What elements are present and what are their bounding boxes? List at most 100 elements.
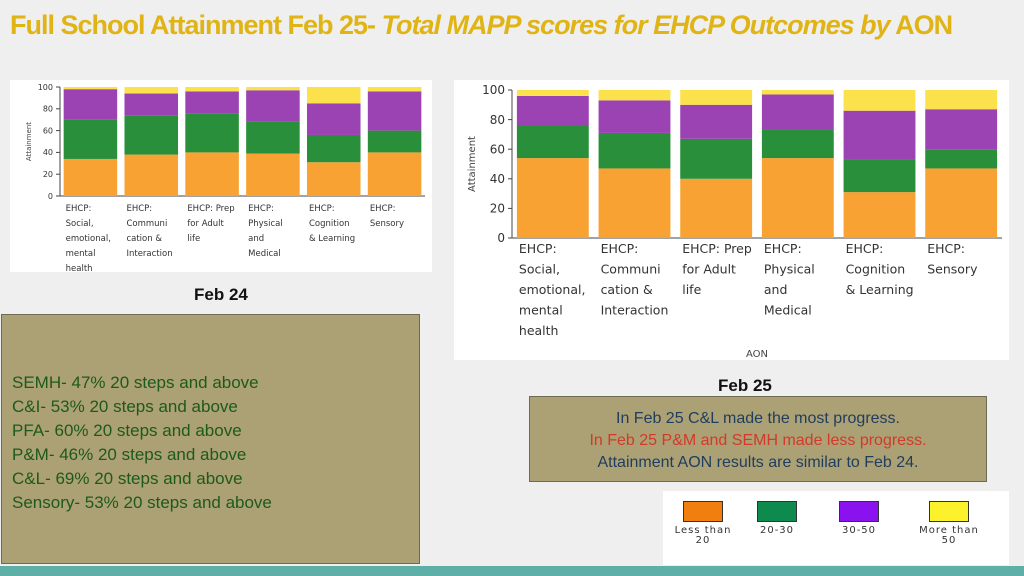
chart-feb24: 0 20 40 60 80 100 EHCP: Social, emotional, mental…	[10, 80, 432, 272]
note-line: In Feb 25 C&L made the most progress.	[616, 410, 900, 427]
legend-swatch	[683, 501, 723, 522]
summary-line: SEMH- 47% 20 steps and above	[12, 373, 259, 392]
caption-feb25: Feb 25	[718, 376, 772, 395]
x-category-label: EHCP: Sensory	[927, 241, 978, 277]
legend-item: 30-50	[824, 501, 894, 536]
bar-segment	[598, 168, 671, 238]
bar-segment	[306, 162, 361, 196]
x-category-label-line: & Learning	[846, 282, 914, 297]
note-line: In Feb 25 P&M and SEMH made less progres…	[589, 432, 927, 449]
bar-segment	[843, 90, 916, 111]
y-tick-label: 60	[43, 126, 53, 135]
bar-segment	[124, 93, 179, 116]
x-category-label-line: health	[519, 323, 559, 338]
summary-line: P&M- 46% 20 steps and above	[12, 445, 247, 464]
x-category-label-line: Medical	[764, 303, 812, 318]
caption-feb24: Feb 24	[194, 285, 248, 304]
bar-segment	[367, 152, 422, 196]
x-category-label: EHCP: Cognition & Learning	[846, 241, 914, 297]
title-italic: Total MAPP scores for EHCP Outcomes by	[381, 10, 891, 40]
x-category-label-line: cation &	[126, 234, 162, 244]
bar-segment	[925, 109, 998, 150]
bar-segment	[598, 132, 671, 169]
x-category-label-line: Social,	[66, 219, 94, 229]
x-category-label-line: Communi	[601, 262, 661, 277]
x-category-label-line: EHCP:	[370, 204, 396, 214]
x-category-label-line: life	[682, 282, 701, 297]
bar-segment	[306, 103, 361, 135]
x-category-label-line: health	[66, 264, 93, 272]
bar-segment	[598, 90, 671, 101]
bar-segment	[680, 138, 753, 179]
notes-panel: In Feb 25 C&L made the most progress. In…	[529, 396, 987, 482]
x-category-label-line: Interaction	[126, 249, 172, 259]
x-category-label: EHCP: Communi cation & Interaction	[126, 204, 172, 259]
x-category-label: EHCP: Sensory	[370, 204, 404, 229]
x-category-label: EHCP: Cognition & Learning	[309, 204, 355, 244]
x-category-label-line: EHCP: Prep	[682, 241, 752, 256]
x-category-label-line: emotional,	[519, 282, 586, 297]
bar-segment	[306, 87, 361, 104]
x-category-label: EHCP: Social, emotional, mental health	[519, 241, 586, 338]
bar-segment	[185, 113, 239, 153]
bar-segment	[246, 121, 300, 154]
x-category-label-line: Cognition	[309, 219, 350, 229]
x-category-label-line: EHCP:	[248, 204, 274, 214]
x-category-label-line: & Learning	[309, 234, 355, 244]
x-category-label: EHCP: Communi cation & Interaction	[601, 241, 669, 318]
legend-swatch	[757, 501, 797, 522]
bar-segment	[761, 94, 834, 130]
chart-feb25: 0 20 40 60 80 100 EHCP: Social, emotional, mental…	[454, 80, 1009, 360]
y-tick-label: 40	[490, 172, 505, 186]
y-tick-label: 100	[38, 83, 53, 92]
bar-segment	[680, 104, 753, 139]
x-category-label-line: Social,	[519, 262, 560, 277]
y-axis-label: Attainment	[467, 136, 478, 192]
legend-label: More than 50	[919, 525, 979, 546]
x-category-label-line: EHCP:	[764, 241, 802, 256]
legend-item: 20-30	[742, 501, 812, 536]
x-category-label-line: and	[248, 234, 264, 244]
x-category-label-line: Sensory	[927, 262, 978, 277]
x-category-label: EHCP: Physical and Medical	[764, 241, 815, 318]
x-category-label-line: EHCP:	[126, 204, 152, 214]
x-category-label: EHCP: Physical and Medical	[248, 204, 283, 259]
x-category-label-line: Physical	[764, 262, 815, 277]
bar-segment	[63, 89, 118, 120]
bar-segment	[516, 95, 589, 126]
x-category-label: EHCP: Prep for Adult life	[187, 204, 234, 244]
bar-segment	[925, 90, 998, 110]
bar-segment	[761, 158, 834, 238]
y-tick-label: 80	[490, 113, 505, 127]
bar-segment	[516, 158, 589, 238]
legend-label: 20-30	[759, 525, 795, 536]
bar-segment	[367, 87, 422, 92]
note-line: Attainment AON results are similar to Fe…	[597, 454, 919, 471]
title-end: AON	[889, 10, 953, 40]
x-category-label-line: EHCP: Prep	[187, 204, 234, 214]
bar-segment	[516, 125, 589, 159]
y-tick-label: 40	[43, 148, 53, 157]
slide-title: Full School Attainment Feb 25- Total MAP…	[10, 10, 953, 41]
summary-line: PFA- 60% 20 steps and above	[12, 421, 242, 440]
x-category-label-line: for Adult	[187, 219, 224, 229]
legend-label: Less than 20	[674, 525, 732, 546]
x-category-label-line: emotional,	[66, 234, 111, 244]
x-category-label-line: life	[187, 234, 200, 244]
x-category-label-line: and	[764, 282, 788, 297]
bar-segment	[680, 178, 753, 238]
color-legend: Less than 20 20-30 30-50 More than 50	[663, 491, 1009, 565]
bar-segment	[185, 87, 239, 92]
bar-segment	[925, 168, 998, 238]
x-category-label-line: EHCP:	[846, 241, 884, 256]
x-category-label: EHCP: Prep for Adult life	[682, 241, 752, 297]
bar-segment	[516, 90, 589, 96]
x-category-label-line: EHCP:	[519, 241, 557, 256]
x-category-label-line: Interaction	[601, 303, 669, 318]
y-tick-label: 20	[43, 170, 53, 179]
bar-segment	[246, 87, 300, 91]
x-category-label-line: EHCP:	[601, 241, 639, 256]
bar-segment	[843, 192, 916, 238]
bar-segment	[63, 119, 118, 159]
bar-segment	[124, 115, 179, 155]
